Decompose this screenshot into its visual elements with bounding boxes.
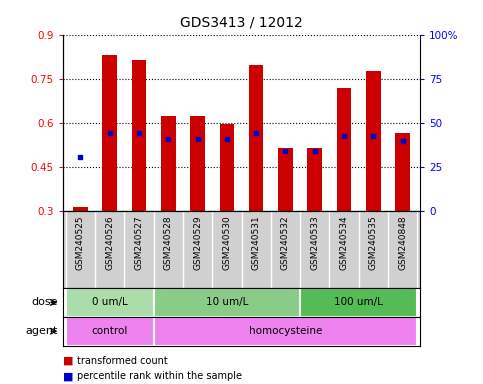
Bar	[161, 116, 176, 211]
Bar	[132, 60, 146, 211]
Text: GSM240530: GSM240530	[222, 215, 231, 270]
Bar	[220, 124, 234, 211]
Text: homocysteine: homocysteine	[249, 326, 322, 336]
Bar	[249, 65, 263, 211]
Bar	[102, 55, 117, 211]
Text: GSM240848: GSM240848	[398, 215, 407, 270]
Text: GDS3413 / 12012: GDS3413 / 12012	[180, 15, 303, 29]
Bar	[366, 71, 381, 211]
Bar	[73, 207, 88, 211]
Text: ■: ■	[63, 356, 73, 366]
Bar	[154, 317, 417, 346]
Bar	[190, 116, 205, 211]
Text: GSM240531: GSM240531	[252, 215, 261, 270]
Text: 0 um/L: 0 um/L	[92, 297, 128, 308]
Text: GSM240525: GSM240525	[76, 215, 85, 270]
Bar	[66, 317, 154, 346]
Bar	[300, 288, 417, 317]
Bar	[154, 288, 300, 317]
Text: GSM240533: GSM240533	[310, 215, 319, 270]
Text: GSM240528: GSM240528	[164, 215, 173, 270]
Text: GSM240535: GSM240535	[369, 215, 378, 270]
Text: GSM240532: GSM240532	[281, 215, 290, 270]
Bar	[337, 88, 351, 211]
Text: ■: ■	[63, 371, 73, 381]
Bar	[66, 288, 154, 317]
Bar	[278, 148, 293, 211]
Text: GSM240527: GSM240527	[134, 215, 143, 270]
Text: dose: dose	[31, 297, 58, 308]
Text: 100 um/L: 100 um/L	[334, 297, 383, 308]
Bar	[395, 133, 410, 211]
Text: control: control	[91, 326, 128, 336]
Text: 10 um/L: 10 um/L	[206, 297, 248, 308]
Text: transformed count: transformed count	[77, 356, 168, 366]
Bar	[307, 148, 322, 211]
Text: agent: agent	[26, 326, 58, 336]
Text: GSM240534: GSM240534	[340, 215, 349, 270]
Text: percentile rank within the sample: percentile rank within the sample	[77, 371, 242, 381]
Text: GSM240529: GSM240529	[193, 215, 202, 270]
Text: GSM240526: GSM240526	[105, 215, 114, 270]
